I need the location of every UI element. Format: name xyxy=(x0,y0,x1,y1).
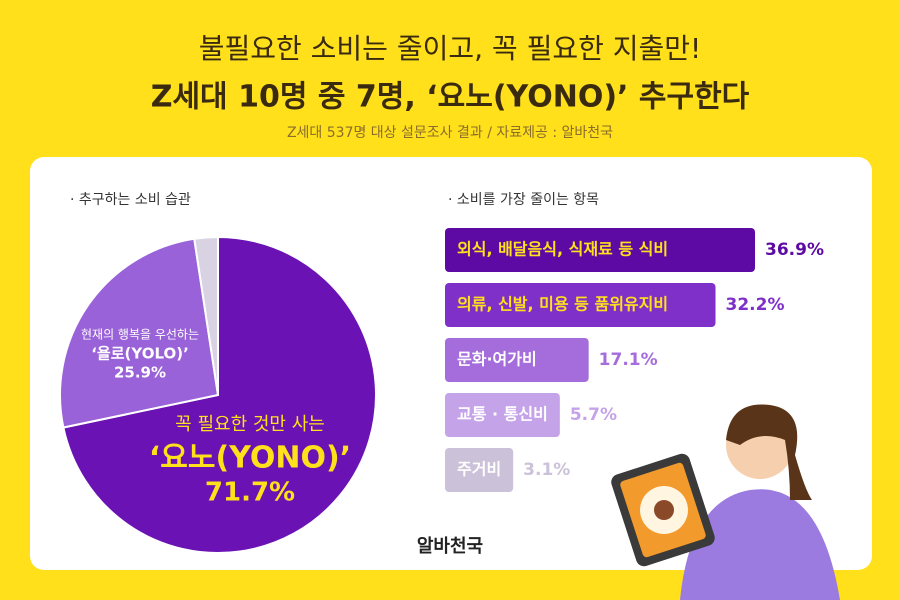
bar-label: 의류, 신발, 미용 등 품위유지비 xyxy=(457,295,668,314)
value-label: 3.1% xyxy=(523,460,570,480)
bar xyxy=(445,338,589,382)
slice-description: 꼭 필요한 것만 사는 xyxy=(175,414,325,435)
bar-label: 문화·여가비 xyxy=(457,350,537,369)
illustration xyxy=(611,404,840,600)
pie-slice xyxy=(62,235,377,554)
value-label: 32.2% xyxy=(726,295,785,315)
value-label: 36.9% xyxy=(765,240,824,260)
slice-label: ‘욜로(YOLO)’ xyxy=(91,345,189,363)
bar xyxy=(445,228,755,272)
chart-title: · 추구하는 소비 습관 xyxy=(70,192,191,208)
slice-description: 현재의 행복을 우선하는 xyxy=(81,327,199,342)
bar-label: 외식, 배달음식, 식재료 등 식비 xyxy=(457,240,668,259)
slice-value-label: 71.7% xyxy=(205,478,295,508)
value-label: 17.1% xyxy=(599,350,658,370)
bar-label: 주거비 xyxy=(457,460,501,479)
pie-slice xyxy=(193,235,219,396)
bar xyxy=(445,393,560,437)
title-line1: 불필요한 소비는 줄이고, 꼭 필요한 지출만! xyxy=(199,32,702,65)
pie-slice xyxy=(59,237,220,429)
bar-label: 교통 · 통신비 xyxy=(457,405,548,424)
source: Z세대 537명 대상 설문조사 결과 / 자료제공 : 알바천국 xyxy=(287,125,613,141)
title-line2: Z세대 10명 중 7명, ‘요노(YONO)’ 추구한다 xyxy=(151,80,750,115)
bar xyxy=(445,448,514,492)
logo: 알바천국 xyxy=(417,536,483,557)
slice-value-label: 25.9% xyxy=(114,364,166,382)
slice-label: ‘요노(YONO)’ xyxy=(149,441,351,476)
bar xyxy=(445,283,716,327)
value-label: 5.7% xyxy=(570,405,617,425)
chart-title: · 소비를 가장 줄이는 항목 xyxy=(448,192,599,208)
